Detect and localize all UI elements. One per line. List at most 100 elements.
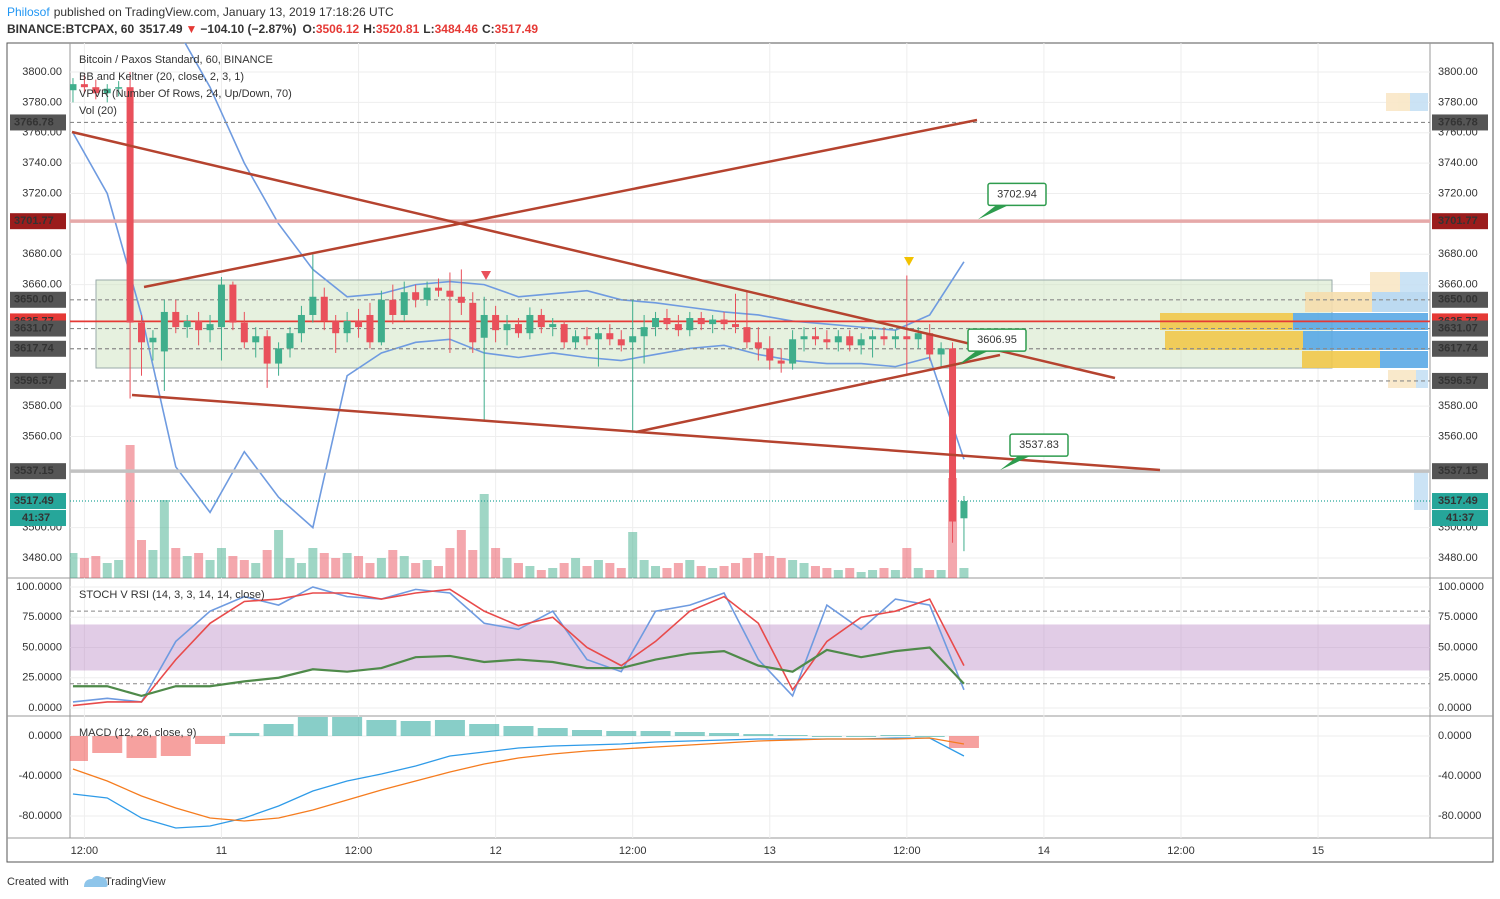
band-line (72, 132, 965, 530)
published: published on TradingView.com, January 13… (54, 5, 394, 19)
legend-entry: BB and Keltner (20, close, 2, 3, 1) (79, 71, 244, 83)
volume-bar (319, 553, 329, 578)
histogram-bar (537, 728, 568, 736)
level-label-box (1432, 372, 1488, 389)
candle-body (937, 348, 945, 355)
level-label: 3537.15 (1438, 465, 1478, 477)
trend-line (635, 353, 1001, 434)
y-tick-label: 3480.00 (22, 552, 62, 564)
candle-body (195, 321, 203, 331)
footer-brand[interactable]: TradingView (105, 876, 166, 888)
last: 3517.49 (139, 22, 183, 36)
histogram-bar (297, 717, 328, 736)
volume-bar (628, 532, 638, 578)
vp-row (1370, 272, 1400, 292)
level-label-box (10, 114, 66, 131)
y-tick-label: 3780.00 (1438, 96, 1478, 108)
legend-entry: Vol (20) (79, 105, 117, 117)
level-label: 3596.57 (14, 375, 54, 387)
candle-body (731, 324, 739, 328)
candle-body (526, 314, 534, 334)
histogram-bar (229, 733, 260, 736)
candle-body (560, 324, 568, 343)
level-label: 3766.78 (1438, 116, 1478, 128)
pane-title: STOCH V RSI (14, 3, 3, 14, 14, close) (79, 589, 265, 601)
vp-row (1416, 370, 1428, 388)
volume-bar (365, 563, 375, 578)
volume-bar (182, 556, 192, 578)
level-label: 3631.07 (1438, 322, 1478, 334)
y-tick-label: 3480.00 (1438, 552, 1478, 564)
volume-bar (719, 566, 729, 578)
volume-bar (388, 550, 398, 578)
y-tick-label: 3560.00 (22, 430, 62, 442)
level-label: 3701.77 (14, 215, 54, 227)
histogram-bar (674, 732, 705, 736)
y-tick-label: 0.0000 (28, 702, 62, 714)
y-tick-label: 3720.00 (22, 187, 62, 199)
level-label: 3650.00 (1438, 294, 1478, 306)
candle-body (583, 336, 591, 340)
x-tick-label: 11 (216, 845, 227, 857)
level-label-box (1432, 213, 1488, 230)
indicator-line (72, 586, 965, 703)
candle-body (492, 314, 500, 331)
histogram-bar (332, 717, 363, 736)
volume-bar (799, 563, 809, 578)
y-tick-label: 3580.00 (1438, 400, 1478, 412)
candle-body (343, 321, 351, 334)
candle-body (857, 339, 865, 346)
volume-bar (79, 558, 89, 578)
volume-bar (205, 560, 215, 578)
frame (6, 42, 1494, 863)
h-label: H: (363, 22, 376, 36)
candle-body (172, 311, 180, 328)
histogram-bar (846, 736, 877, 737)
level-label-box (1432, 493, 1488, 510)
candle-body (869, 336, 877, 340)
indicator-line (72, 737, 965, 829)
level-label-box (1432, 291, 1488, 308)
volume-bar (730, 563, 740, 578)
candle-body (926, 333, 934, 355)
trend-line (71, 130, 1116, 380)
vp-row (1386, 93, 1410, 111)
l-label: L: (423, 22, 434, 36)
volume-bar (479, 494, 489, 578)
histogram-bar (92, 736, 123, 753)
volume-bar (536, 570, 546, 578)
author[interactable]: Philosof (7, 5, 50, 19)
candle-body (914, 333, 922, 340)
volume-bar (685, 560, 695, 578)
candle-body (446, 290, 454, 297)
candle-body (789, 339, 797, 364)
volume-bar (342, 553, 352, 578)
candle-body (377, 299, 385, 343)
y-tick-label: 3680.00 (1438, 248, 1478, 260)
callout-label: 3537.83 (1019, 439, 1059, 451)
volume-bar (810, 566, 820, 578)
volume-bar (833, 570, 843, 578)
volume-bar (194, 553, 204, 578)
candle-body (800, 336, 808, 340)
x-tick-label: 12:00 (1167, 845, 1195, 857)
candle-body (743, 327, 751, 343)
volume-bar (776, 558, 786, 578)
volume-bar (433, 566, 443, 578)
h: 3520.81 (376, 22, 420, 36)
stoch-pane (70, 586, 1430, 707)
candle-body (811, 336, 819, 340)
callout-pointer (1000, 456, 1030, 471)
candle-body (686, 318, 694, 331)
x-tick-label: 12:00 (893, 845, 921, 857)
x-tick-label: 12 (489, 845, 501, 857)
candle-body (80, 84, 88, 88)
candle-body (400, 292, 408, 315)
histogram-bar (777, 735, 808, 736)
candle-body (960, 501, 968, 519)
y-tick-label: 25.0000 (22, 672, 62, 684)
y-tick-label: -80.0000 (1438, 810, 1481, 822)
footer-text: Created with (7, 876, 69, 888)
level-label-box (10, 493, 66, 510)
